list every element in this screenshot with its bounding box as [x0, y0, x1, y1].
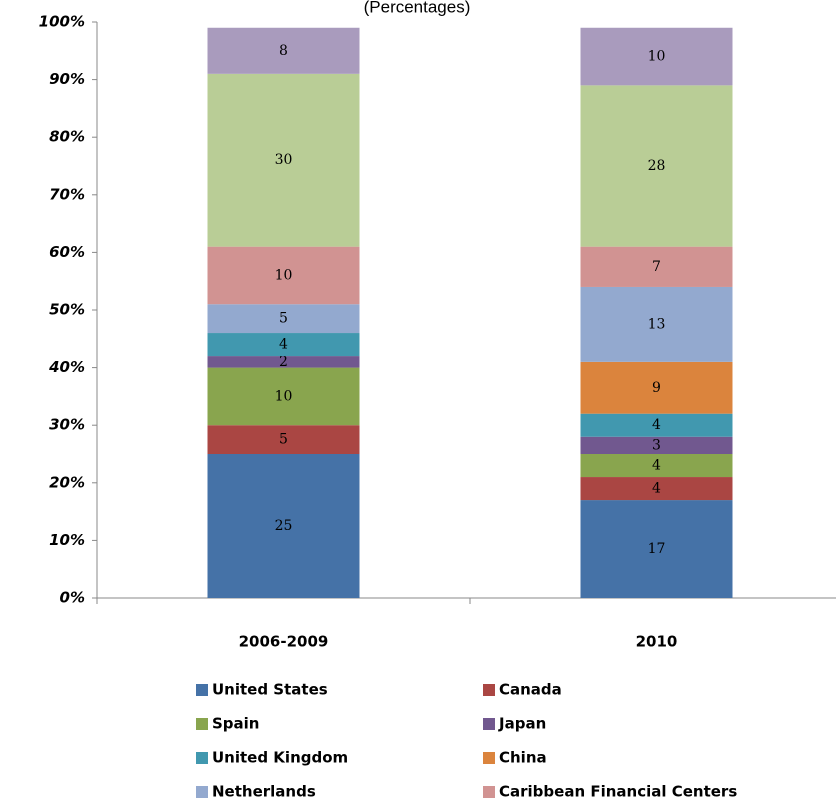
y-tick-label: 0% [60, 589, 85, 607]
data-label: 4 [652, 481, 661, 497]
data-label: 10 [275, 267, 293, 283]
bar-segment [580, 413, 733, 437]
data-label: 25 [275, 518, 293, 534]
y-tick-label: 70% [49, 185, 85, 203]
bar-segment [580, 500, 733, 598]
legend-swatch [196, 718, 208, 730]
legend-swatch [483, 786, 495, 798]
bar-segment [580, 246, 733, 287]
legend-swatch [483, 684, 495, 696]
legend-label: Japan [498, 715, 546, 733]
y-tick-label: 50% [49, 301, 85, 319]
y-tick-label: 80% [49, 128, 85, 146]
chart-subtitle: (Percentages) [364, 0, 471, 16]
y-tick-label: 40% [48, 358, 85, 376]
bar-segment [580, 286, 733, 362]
data-label: 5 [279, 311, 288, 327]
data-label: 4 [279, 337, 288, 353]
legend-swatch [483, 752, 495, 764]
y-tick-label: 10% [49, 531, 85, 549]
bar-segment [580, 477, 733, 501]
bar-segment [580, 361, 733, 414]
x-tick-label: 2010 [636, 633, 678, 651]
legend-label: Netherlands [212, 783, 316, 801]
x-tick-label: 2006-2009 [239, 633, 329, 651]
bar-segment [207, 73, 360, 247]
legend-label: Canada [499, 681, 562, 699]
legend-label: United States [212, 681, 328, 699]
data-label: 4 [652, 417, 661, 433]
data-label: 2 [279, 354, 288, 370]
y-tick-label: 100% [39, 13, 85, 31]
bar-segment [207, 27, 360, 74]
legend-swatch [196, 752, 208, 764]
data-label: 28 [648, 158, 666, 174]
data-label: 3 [652, 437, 661, 453]
legend-label: United Kingdom [212, 749, 348, 767]
data-label: 5 [279, 432, 288, 448]
bar-segment [207, 356, 360, 368]
data-label: 13 [648, 316, 666, 332]
bar-segment [207, 454, 360, 598]
legend-swatch [196, 786, 208, 798]
data-label: 10 [275, 388, 293, 404]
legend-label: China [499, 749, 547, 767]
legend-swatch [483, 718, 495, 730]
y-tick-label: 90% [49, 70, 85, 88]
y-tick-label: 60% [49, 243, 85, 261]
data-label: 4 [652, 458, 661, 474]
legend-label: Caribbean Financial Centers [499, 783, 737, 801]
y-tick-label: 20% [49, 473, 85, 491]
data-label: 30 [275, 152, 293, 168]
bar-segment [580, 454, 733, 478]
data-label: 7 [652, 259, 661, 275]
bar-segment [580, 85, 733, 247]
data-label: 17 [648, 541, 666, 557]
bar-segment [207, 246, 360, 305]
data-label: 9 [652, 380, 661, 396]
legend-swatch [196, 684, 208, 696]
bar-segment [207, 367, 360, 426]
bar-segment [580, 27, 733, 86]
bar-segment [580, 436, 733, 454]
y-tick-label: 30% [49, 416, 85, 434]
bar-segment [207, 333, 360, 357]
legend-label: Spain [212, 715, 259, 733]
data-label: 10 [648, 49, 666, 65]
bar-segment [207, 425, 360, 454]
data-label: 8 [279, 43, 288, 59]
bar-segment [207, 304, 360, 334]
